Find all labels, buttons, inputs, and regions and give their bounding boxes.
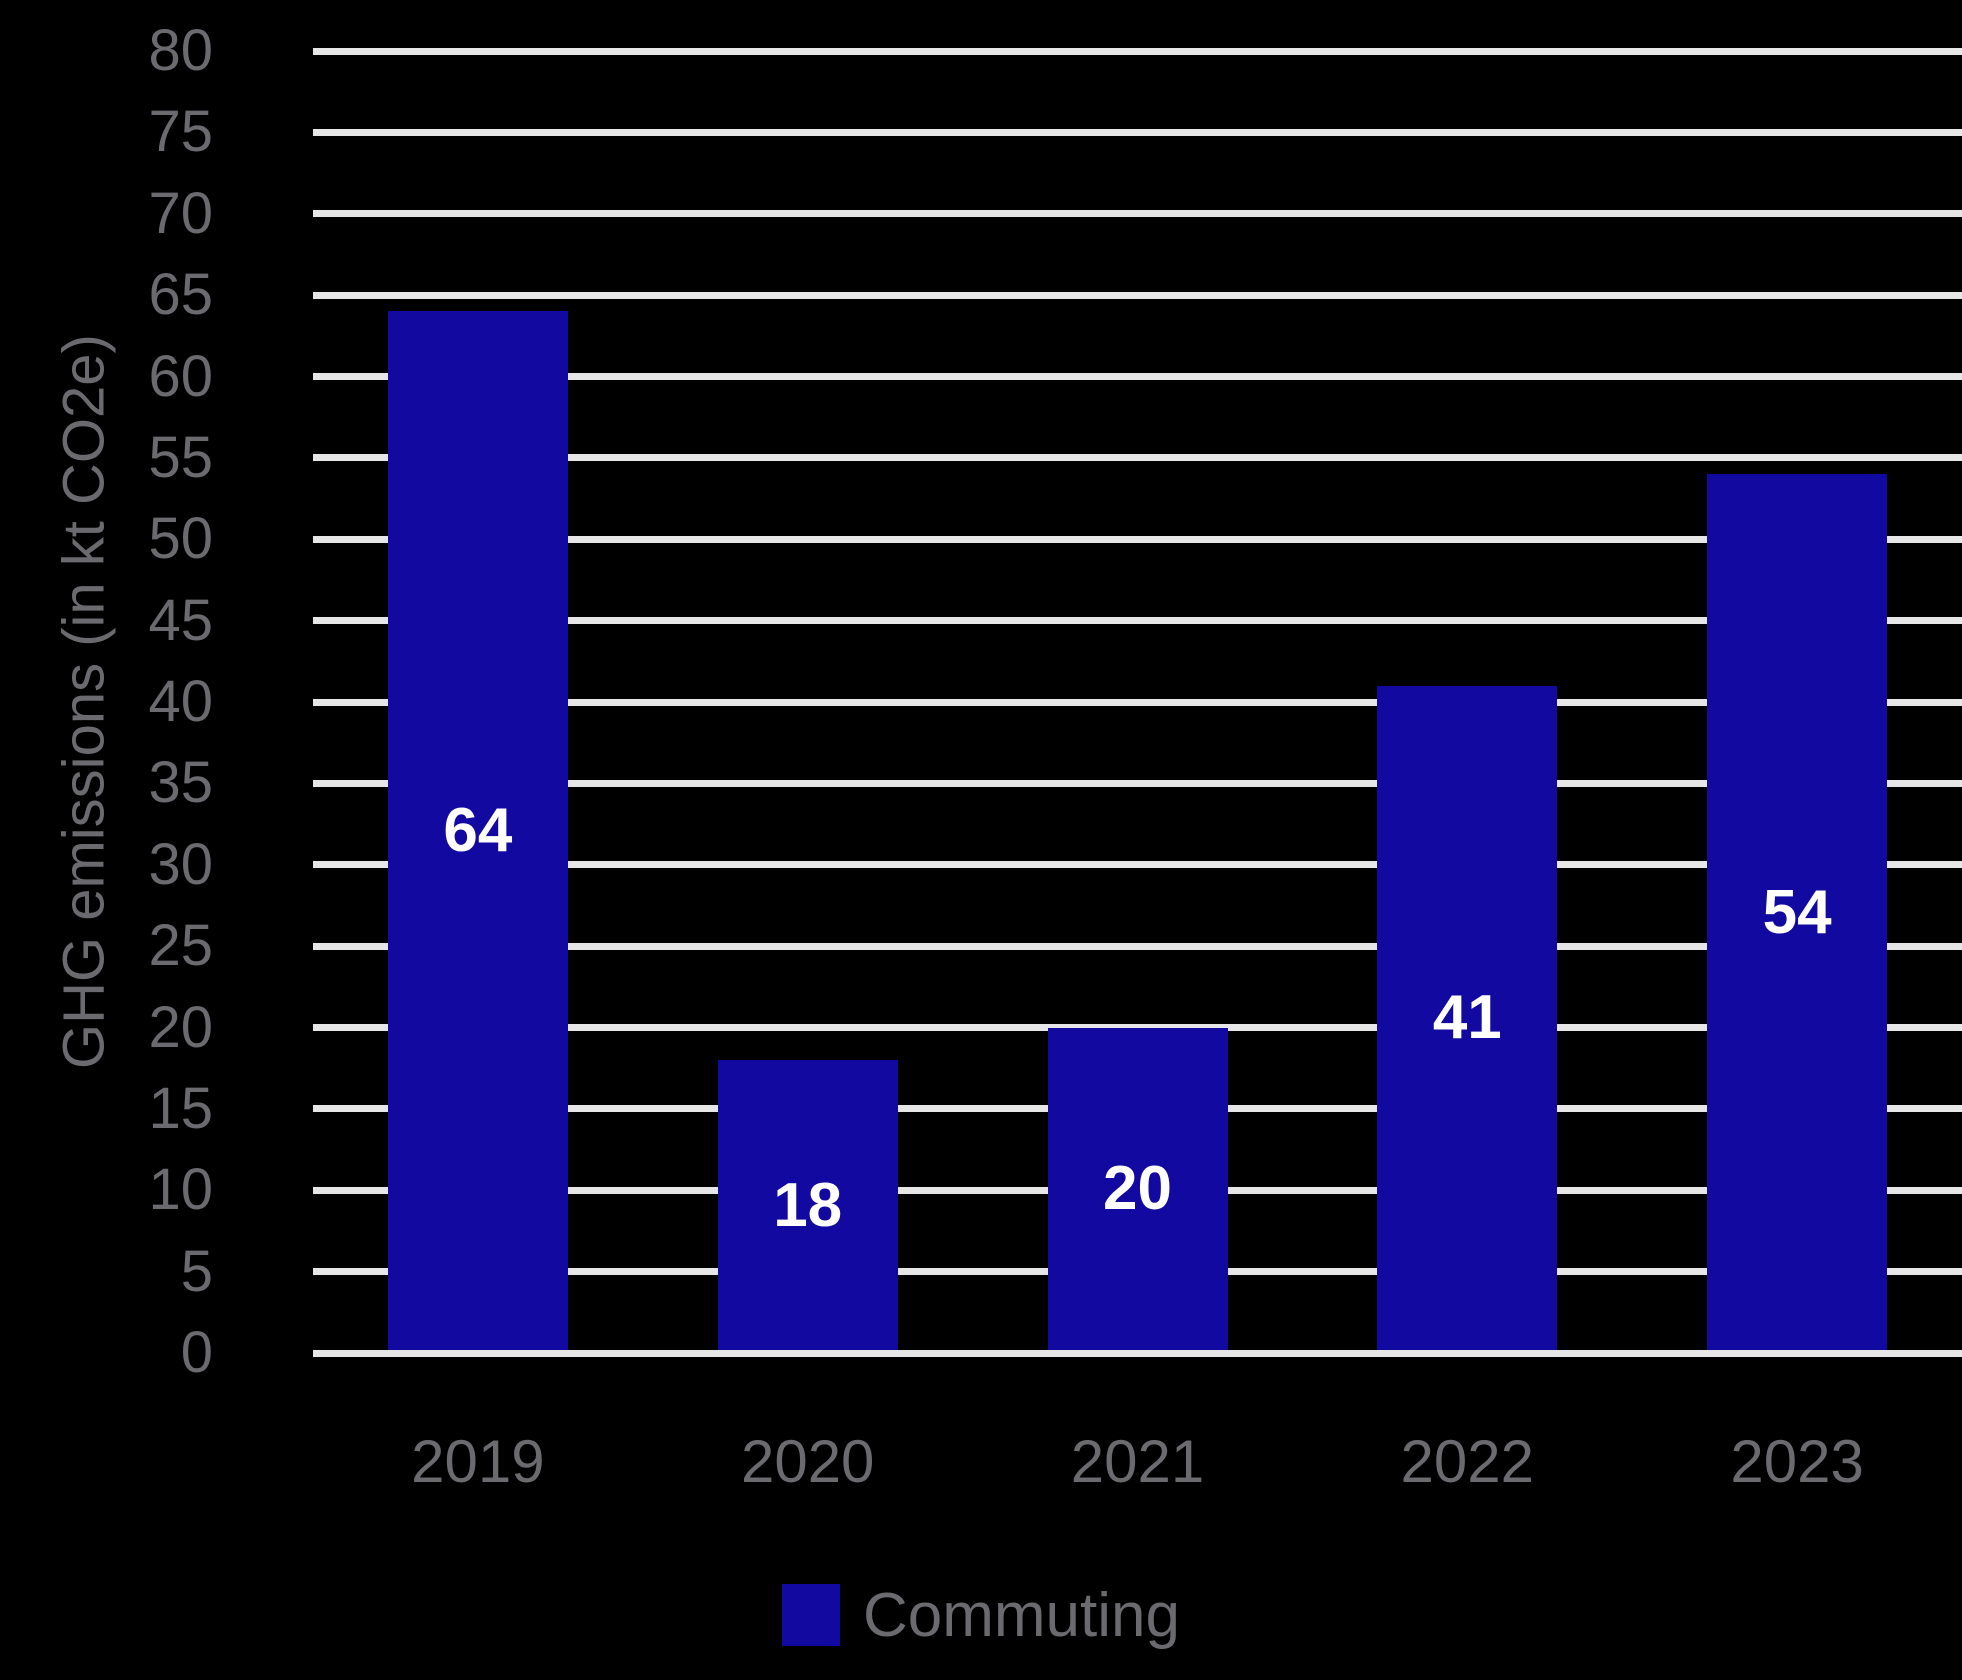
bar-2019: 64 <box>387 311 568 1350</box>
y-tick-label-55: 55 <box>148 424 213 490</box>
gridline-35 <box>313 779 1962 787</box>
gridline-40 <box>313 698 1962 706</box>
y-tick-label-50: 50 <box>148 506 213 572</box>
x-axis-label-2020: 2020 <box>740 1428 875 1495</box>
y-tick-label-45: 45 <box>148 587 213 653</box>
gridline-45 <box>313 617 1962 625</box>
y-tick-label-15: 15 <box>148 1075 213 1141</box>
gridline-30 <box>313 861 1962 869</box>
x-axis-label-2019: 2019 <box>411 1428 545 1495</box>
y-tick-label-5: 5 <box>180 1238 213 1304</box>
bar-2021: 20 <box>1047 1027 1228 1350</box>
bar-value-label-2021: 20 <box>1103 1154 1172 1224</box>
y-tick-label-70: 70 <box>148 180 213 246</box>
y-tick-label-60: 60 <box>148 343 213 409</box>
y-tick-label-35: 35 <box>148 750 213 816</box>
y-tick-label-10: 10 <box>148 1157 213 1223</box>
bar-value-label-2022: 41 <box>1432 983 1502 1053</box>
bar-value-label-2019: 64 <box>443 796 513 866</box>
y-tick-label-25: 25 <box>148 913 213 979</box>
bar-2020: 18 <box>717 1060 898 1350</box>
gridline-60 <box>313 373 1962 380</box>
gridline-70 <box>313 210 1962 218</box>
y-tick-label-0: 0 <box>180 1320 213 1385</box>
y-tick-label-30: 30 <box>148 831 213 897</box>
legend[interactable]: Commuting <box>0 1570 1962 1660</box>
y-tick-label-40: 40 <box>148 669 213 734</box>
x-axis-label-2021: 2021 <box>1070 1428 1205 1495</box>
x-axis-label-2022: 2022 <box>1400 1428 1535 1495</box>
gridline-50 <box>313 535 1962 543</box>
gridline-0 <box>313 1349 1962 1357</box>
gridline-55 <box>313 454 1962 462</box>
gridline-65 <box>313 291 1962 299</box>
x-axis-label-2023: 2023 <box>1730 1428 1864 1495</box>
y-tick-label-80: 80 <box>148 18 213 83</box>
legend-swatch-commuting[interactable] <box>782 1584 840 1646</box>
bar-value-label-2023: 54 <box>1762 877 1832 947</box>
gridline-80 <box>313 47 1962 55</box>
gridline-75 <box>313 128 1962 136</box>
y-tick-label-65: 65 <box>148 262 213 328</box>
gridline-25 <box>313 942 1962 950</box>
bar-2022: 41 <box>1377 685 1558 1350</box>
bar-2023: 54 <box>1707 474 1888 1350</box>
bar-value-label-2020: 18 <box>773 1170 843 1240</box>
y-tick-label-20: 20 <box>148 994 213 1060</box>
y-tick-label-75: 75 <box>148 99 213 165</box>
legend-label-commuting[interactable]: Commuting <box>863 1580 1180 1650</box>
